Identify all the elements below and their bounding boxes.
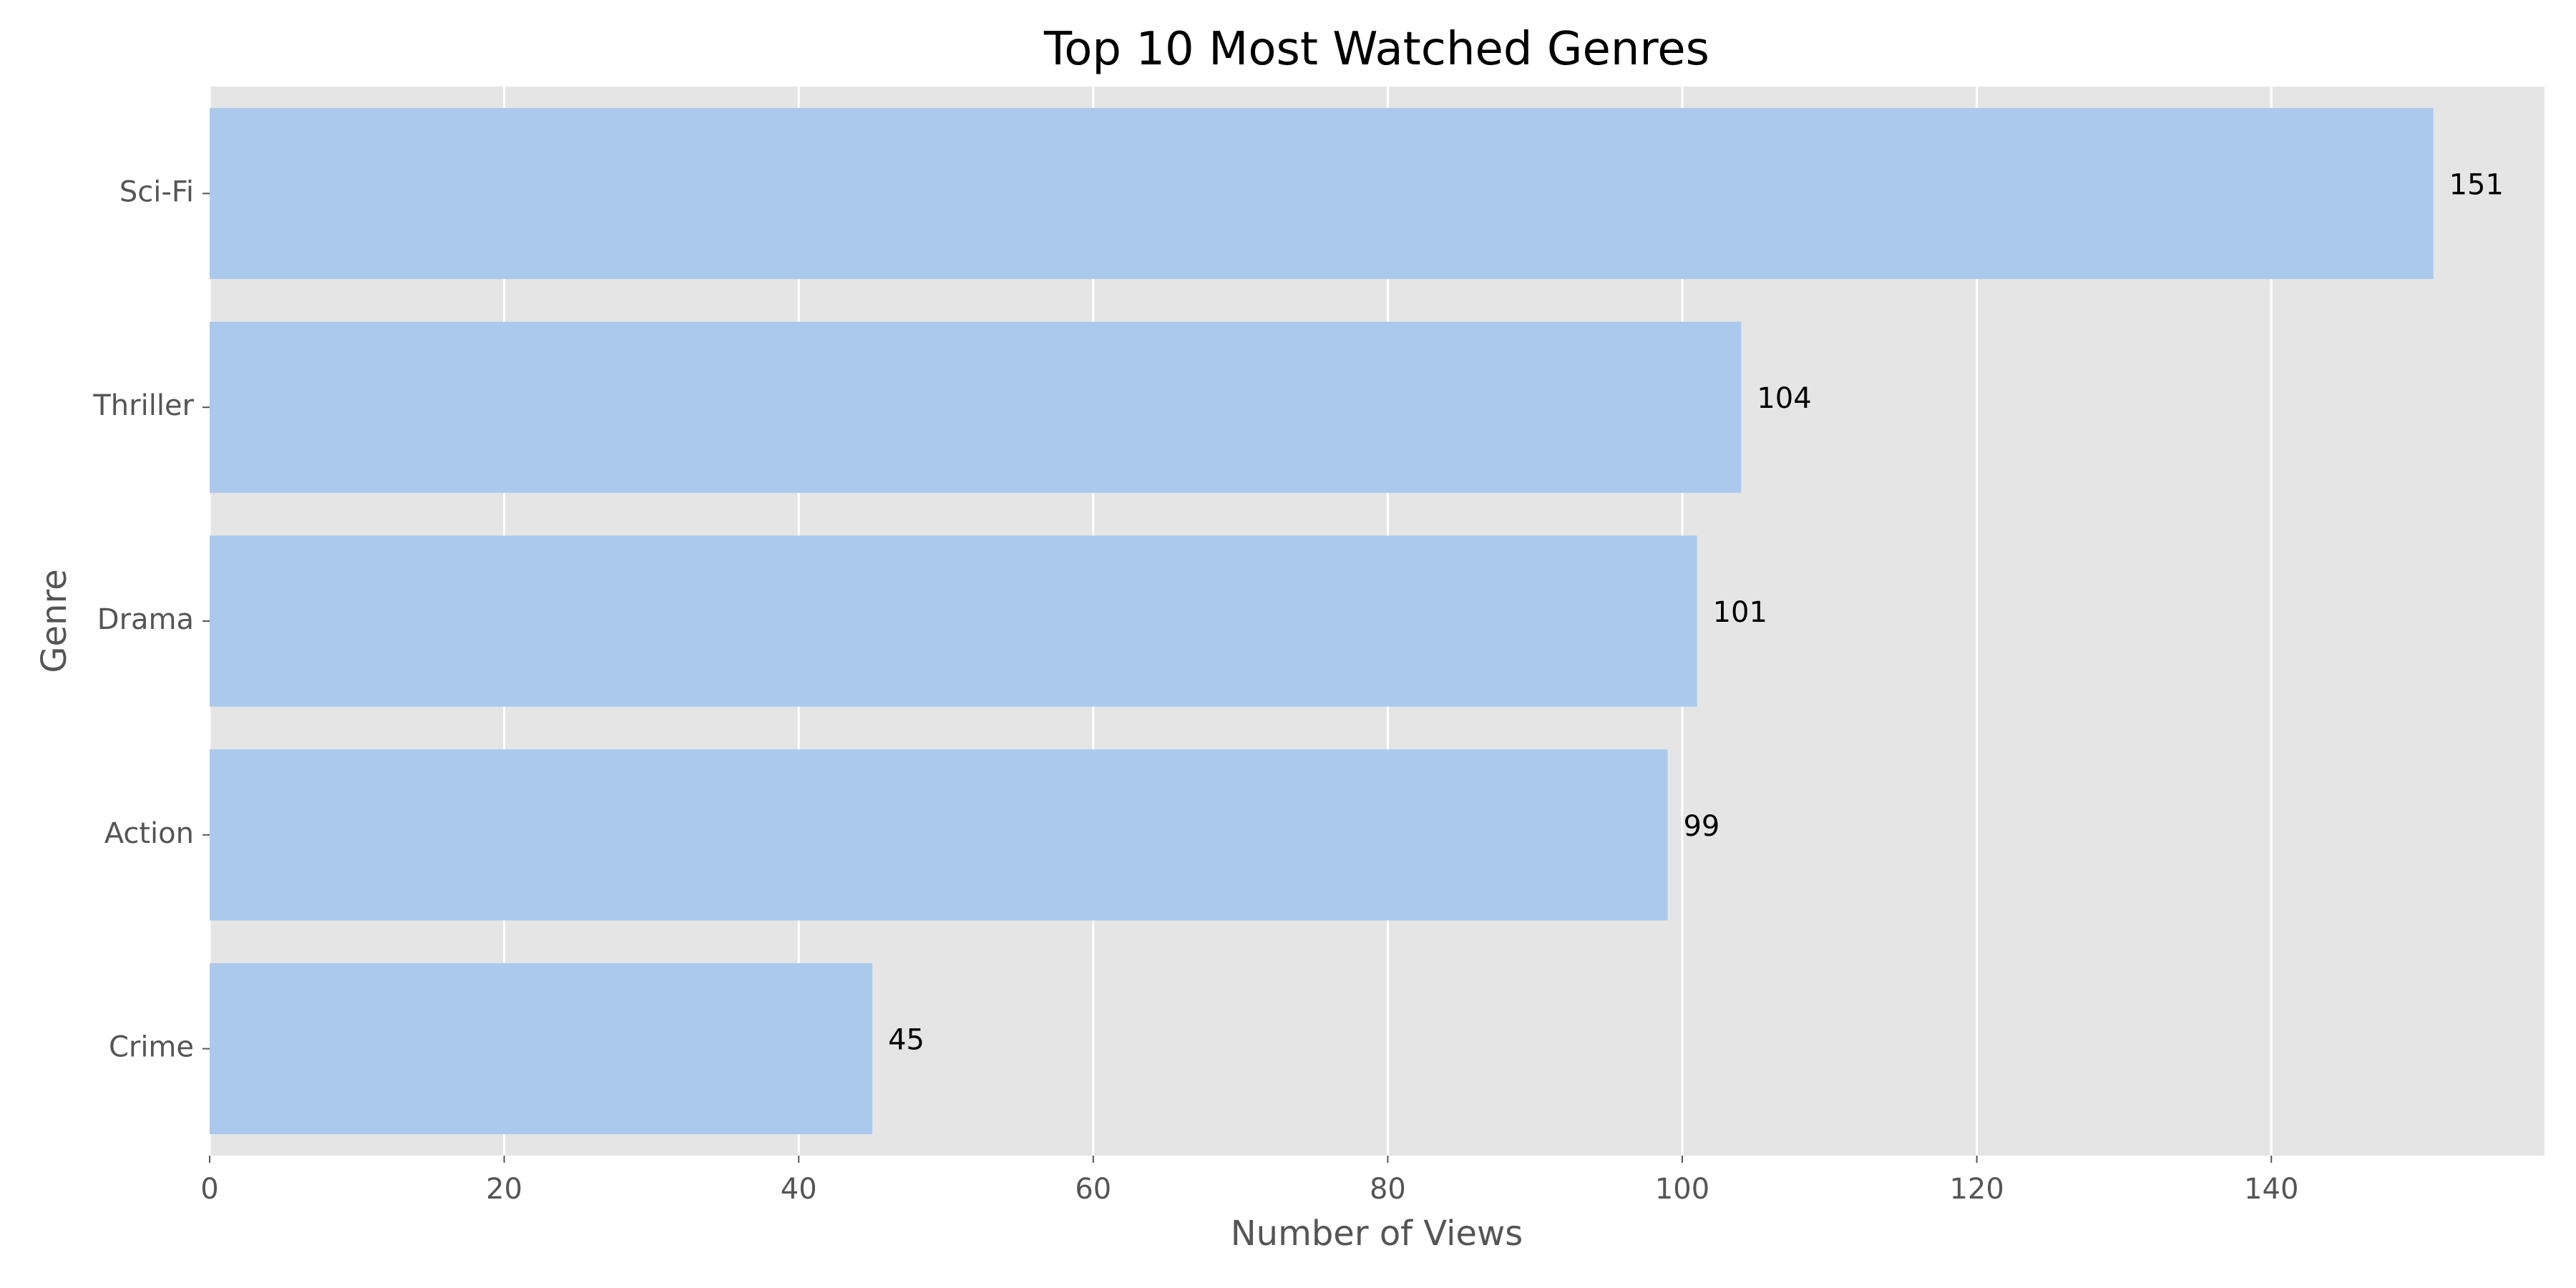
y-tick-label-thriller: Thriller <box>92 389 194 422</box>
x-tick-label-6: 120 <box>1949 1173 2004 1206</box>
x-axis-ticks: 0 20 40 60 80 100 120 140 <box>200 1156 2298 1206</box>
y-tick-label-crime: Crime <box>109 1031 194 1064</box>
y-axis-label: Genre <box>34 569 74 673</box>
bars-group <box>210 107 2434 1135</box>
bar-sci-fi <box>210 107 2434 279</box>
data-label-crime: 45 <box>888 1024 924 1057</box>
x-tick-label-3: 60 <box>1075 1173 1111 1206</box>
x-tick-label-2: 40 <box>781 1173 817 1206</box>
bar-thriller <box>210 321 1742 493</box>
data-label-drama: 101 <box>1713 596 1767 629</box>
y-tick-label-drama: Drama <box>97 603 194 636</box>
y-tick-label-action: Action <box>104 817 194 850</box>
data-label-thriller: 104 <box>1757 382 1811 415</box>
value-labels-group: 151 104 101 99 45 <box>888 168 2504 1056</box>
chart-title: Top 10 Most Watched Genres <box>1043 23 1709 76</box>
y-axis-ticks: Sci-Fi Thriller Drama Action Crime <box>92 175 210 1064</box>
x-tick-label-5: 100 <box>1655 1173 1709 1206</box>
x-tick-label-7: 140 <box>2244 1173 2298 1206</box>
x-axis-label: Number of Views <box>1231 1214 1523 1254</box>
y-tick-label-sci-fi: Sci-Fi <box>119 175 194 208</box>
bar-crime <box>210 963 873 1135</box>
x-tick-label-4: 80 <box>1370 1173 1406 1206</box>
x-tick-label-1: 20 <box>486 1173 522 1206</box>
data-label-sci-fi: 151 <box>2449 168 2504 201</box>
x-tick-label-0: 0 <box>200 1173 218 1206</box>
bar-drama <box>210 535 1697 707</box>
data-label-action: 99 <box>1683 810 1719 843</box>
bar-action <box>210 749 1668 921</box>
